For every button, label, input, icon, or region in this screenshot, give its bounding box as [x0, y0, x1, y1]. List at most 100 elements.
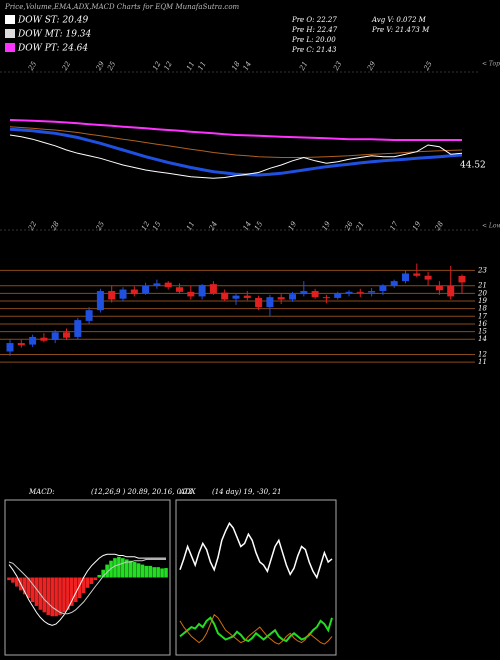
y-tick-label: 15: [478, 328, 487, 336]
value-note: 44.52: [460, 161, 486, 171]
x-tick-label: 14: [242, 60, 253, 72]
candle-body: [221, 292, 229, 300]
legend-swatch: [5, 15, 15, 24]
histogram-bar: [85, 577, 90, 588]
x-tick-label: 23: [332, 60, 344, 73]
x-tick-label: 25: [94, 220, 106, 233]
x-tick-label: 12: [163, 60, 175, 72]
histogram-bar: [136, 563, 141, 578]
candle-body: [379, 285, 387, 292]
x-tick-label: 11: [185, 60, 196, 72]
x-tick-label: 19: [287, 220, 299, 232]
candle-body: [402, 273, 409, 282]
histogram-bar: [22, 577, 27, 595]
stat-label: Avg V: 0.072 M: [371, 16, 427, 24]
candle-body: [119, 289, 127, 299]
histogram-bar: [117, 556, 121, 578]
y-tick-label: 11: [478, 358, 487, 366]
x-tick-label: 12: [151, 60, 163, 72]
x-tick-label: 12: [140, 220, 152, 232]
candle-body: [17, 343, 25, 346]
candle-body: [311, 291, 319, 298]
y-tick-label: 21: [477, 282, 487, 290]
x-tick-label: 14: [242, 220, 253, 232]
x-tick-label: 25: [26, 60, 38, 73]
candle-body: [447, 285, 455, 297]
histogram-bar: [148, 565, 153, 578]
x-tick-label: 28: [49, 220, 61, 233]
x-tick-label: 26: [343, 220, 355, 233]
page-title: Price,Volume,EMA,ADX,MACD Charts for EQM…: [4, 3, 240, 11]
candle-body: [187, 291, 195, 297]
histogram-bar: [30, 577, 35, 603]
histogram-bar: [58, 577, 62, 615]
candle-body: [63, 332, 70, 338]
candle-body: [289, 294, 296, 300]
histogram-bar: [26, 577, 31, 599]
y-tick-label: 12: [478, 351, 487, 359]
histogram-bar: [121, 558, 125, 578]
x-tick-label: 11: [196, 60, 207, 72]
x-tick-label: 25: [106, 60, 118, 73]
series-line: [8, 558, 166, 615]
histogram-bar: [34, 577, 39, 606]
histogram-bar: [160, 568, 164, 578]
x-tick-label: 19: [321, 220, 333, 232]
candle-body: [413, 273, 421, 276]
histogram-bar: [77, 577, 82, 599]
panel-title: MACD:: [28, 488, 55, 496]
series-line: [9, 126, 463, 158]
series-line: [9, 127, 463, 177]
stat-label: Pre V: 21.473 M: [371, 26, 430, 34]
stat-label: Pre O: 22.27: [291, 16, 337, 24]
histogram-bar: [15, 577, 19, 587]
candle-body: [164, 282, 172, 288]
histogram-bar: [42, 577, 47, 613]
series-line: [9, 134, 463, 179]
histogram-bar: [54, 577, 58, 617]
candle-body: [96, 291, 104, 311]
histogram-bar: [89, 577, 94, 584]
series-line: [179, 616, 333, 643]
candle-body: [74, 320, 82, 337]
y-tick-label: 14: [478, 335, 487, 343]
x-tick-label: 22: [26, 220, 38, 233]
histogram-bar: [144, 565, 149, 578]
histogram-bar: [81, 577, 86, 593]
x-tick-label: 17: [389, 220, 401, 232]
histogram-bar: [11, 577, 15, 583]
candle-body: [334, 293, 342, 298]
candle-body: [345, 291, 353, 294]
histogram-bar: [93, 577, 98, 581]
series-line: [8, 553, 166, 626]
histogram-bar: [97, 574, 102, 578]
candle-body: [153, 283, 161, 286]
histogram-bar: [140, 564, 145, 578]
candle-body: [51, 332, 59, 340]
histogram-bar: [164, 568, 168, 578]
y-tick-label: 20: [477, 289, 487, 297]
stat-label: Pre H: 22.47: [291, 26, 338, 34]
x-tick-label: 29: [365, 60, 377, 73]
x-tick-label: 11: [185, 220, 196, 232]
series-line: [9, 119, 462, 141]
panel-title: ADX: [179, 488, 197, 496]
adx-frame: [175, 499, 337, 656]
candle-body: [40, 337, 48, 341]
x-tick-label: 28: [433, 220, 445, 233]
series-line: [179, 613, 333, 645]
candle-body: [6, 343, 14, 352]
histogram-bar: [101, 569, 105, 578]
x-tick-label: 22: [60, 60, 72, 73]
histogram-bar: [105, 564, 109, 578]
legend-swatch: [5, 43, 15, 52]
x-tick-label: 25: [422, 60, 434, 73]
legend-label: DOW ST: 20.49: [17, 16, 88, 26]
histogram-bar: [132, 562, 137, 578]
histogram-bar: [113, 558, 117, 578]
candle-body: [108, 291, 116, 300]
candle-body: [130, 289, 138, 295]
panel-subtitle: (14 day) 19, -30, 21: [212, 488, 281, 496]
legend-label: DOW MT: 19.34: [17, 30, 92, 40]
